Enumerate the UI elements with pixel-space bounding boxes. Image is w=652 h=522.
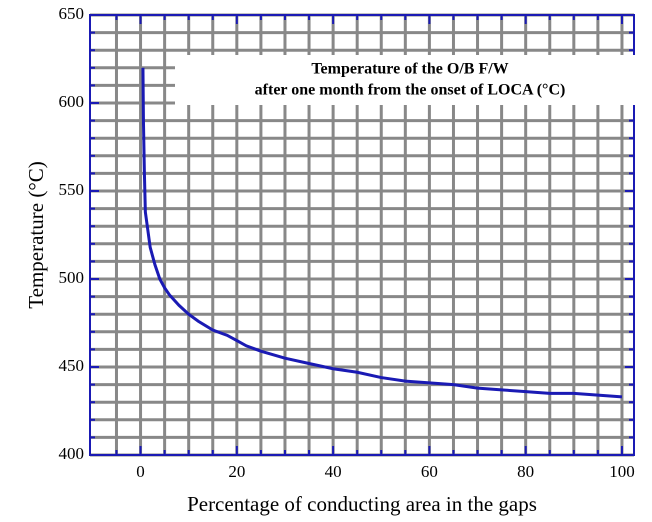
x-tick-label: 0 xyxy=(136,462,145,481)
y-axis-label: Temperature (°C) xyxy=(24,161,48,308)
x-tick-label: 100 xyxy=(609,462,635,481)
y-tick-label: 600 xyxy=(59,92,85,111)
y-tick-label: 400 xyxy=(59,444,85,463)
annotation-box xyxy=(175,55,645,105)
x-tick-label: 40 xyxy=(325,462,342,481)
annotation: Temperature of the O/B F/W xyxy=(311,61,508,78)
y-tick-label: 550 xyxy=(59,180,85,199)
y-tick-label: 450 xyxy=(59,356,85,375)
y-tick-label: 500 xyxy=(59,268,85,287)
x-tick-label: 60 xyxy=(421,462,438,481)
data-line xyxy=(141,67,623,399)
x-tick-label: 20 xyxy=(228,462,245,481)
x-axis-label: Percentage of conducting area in the gap… xyxy=(187,492,537,516)
annotation: after one month from the onset of LOCA (… xyxy=(255,82,566,99)
y-tick-label: 650 xyxy=(59,4,85,23)
x-tick-label: 80 xyxy=(517,462,534,481)
plot-frame xyxy=(89,14,635,456)
